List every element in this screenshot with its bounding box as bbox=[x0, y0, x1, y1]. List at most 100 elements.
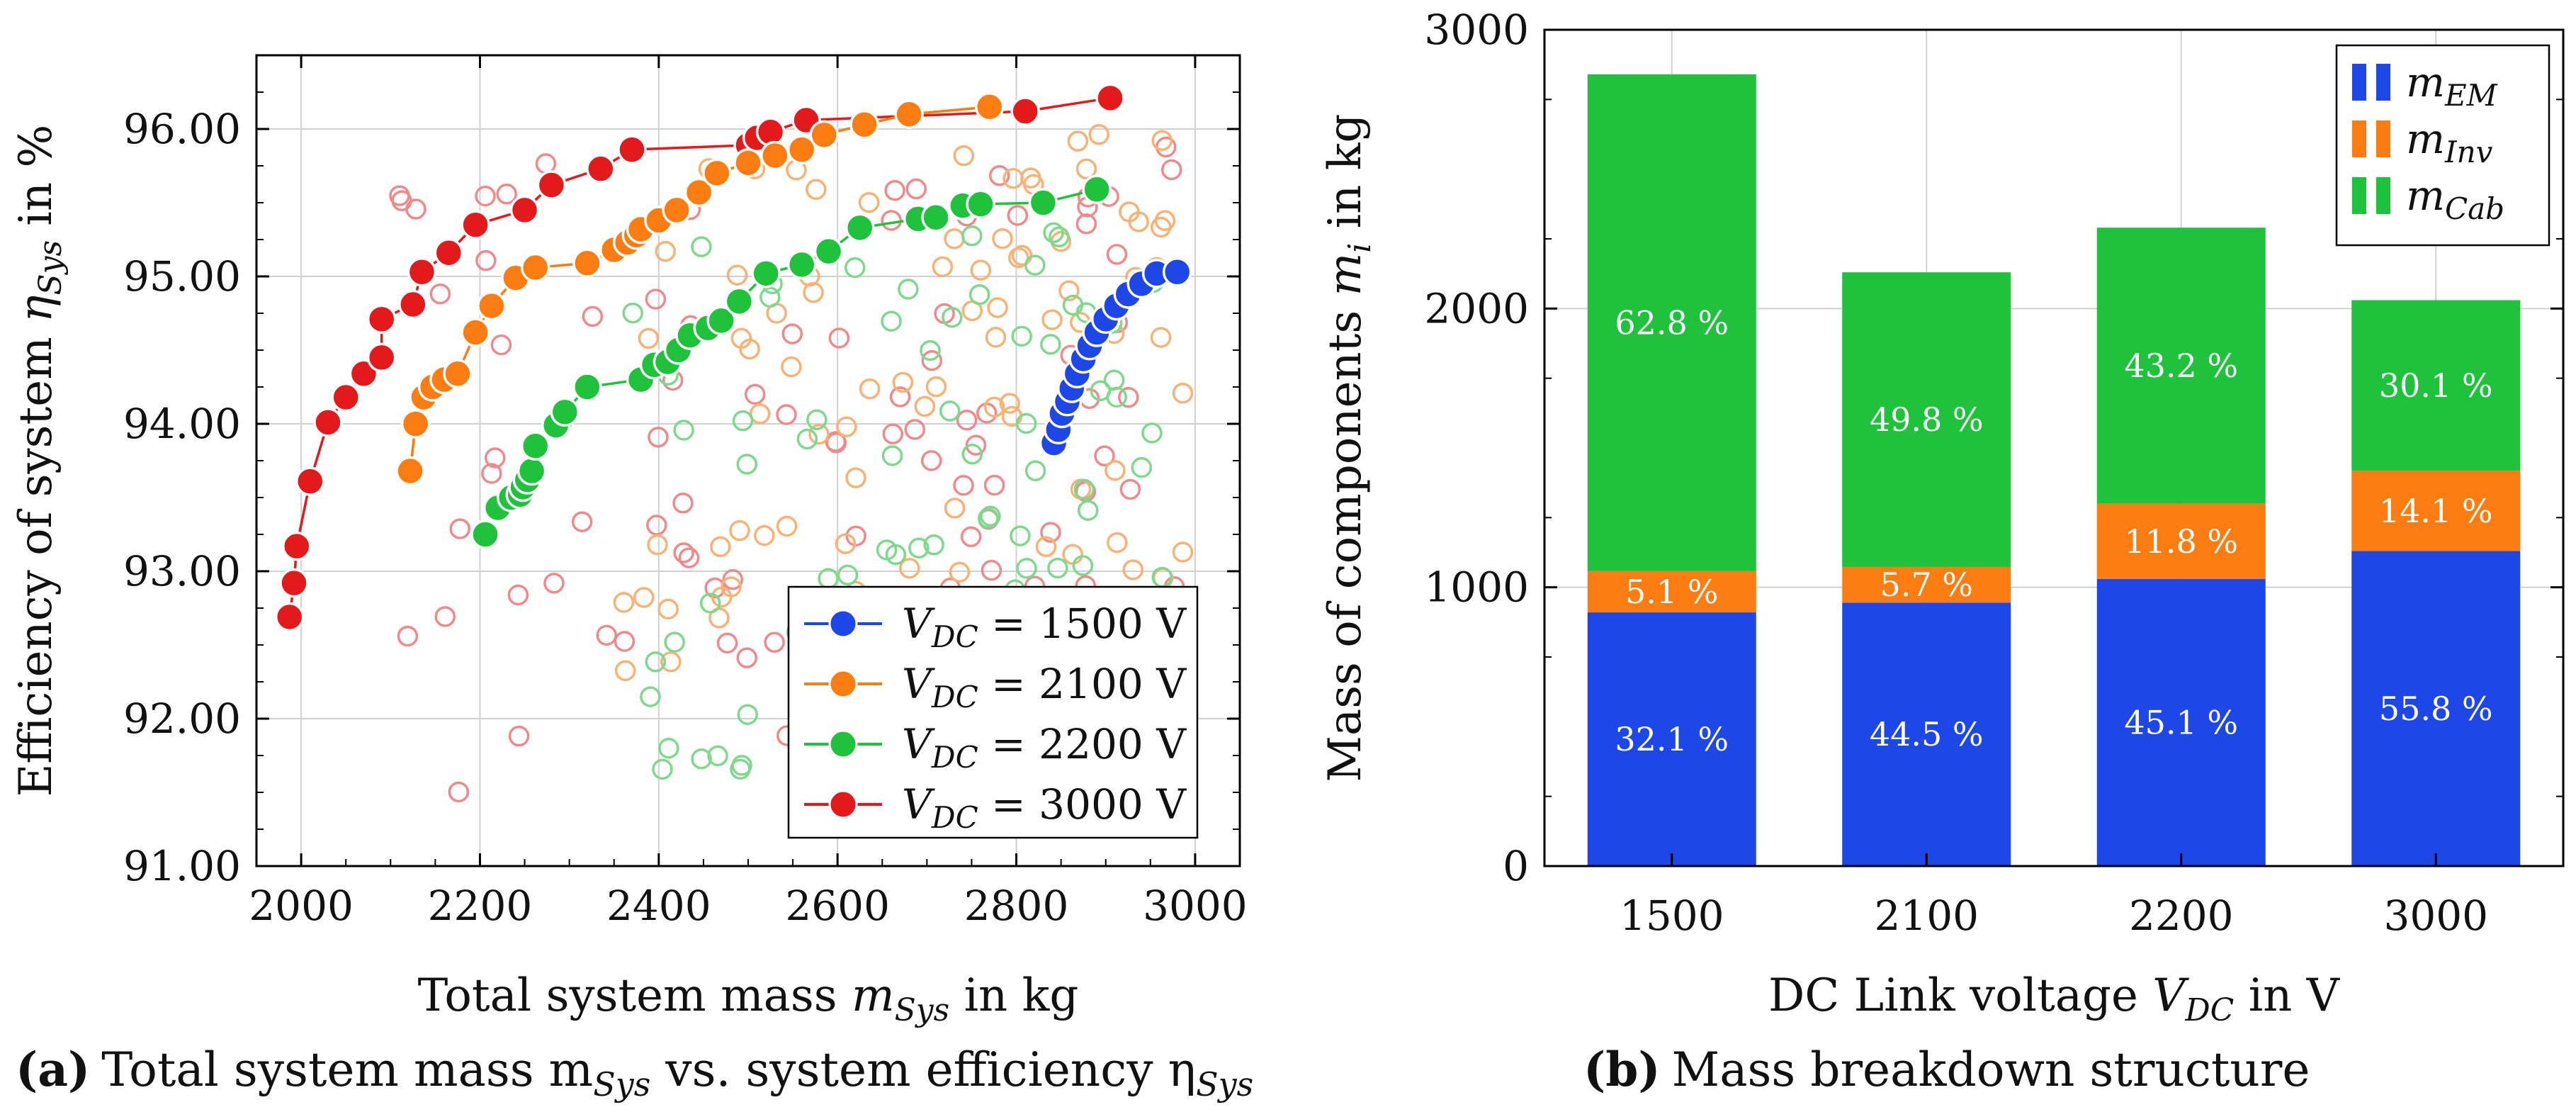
background-design-point bbox=[571, 511, 593, 532]
bar-segment-v1500 bbox=[2351, 551, 2521, 866]
background-design-point bbox=[999, 393, 1020, 414]
background-design-point bbox=[722, 569, 744, 590]
data-point-v3000 bbox=[509, 195, 540, 225]
data-point-v2100 bbox=[894, 99, 924, 129]
background-design-point bbox=[658, 737, 679, 759]
data-point-v2100 bbox=[684, 177, 714, 208]
background-design-point bbox=[672, 493, 694, 514]
data-point-v3000 bbox=[331, 382, 361, 412]
background-design-point bbox=[652, 758, 673, 780]
background-design-point bbox=[640, 686, 661, 707]
background-design-point bbox=[434, 606, 456, 627]
bar-stack-2100: 44.5 % 5.7 % 49.8 % bbox=[1842, 272, 2011, 866]
bar-data-label: 5.7 % bbox=[1880, 566, 1974, 604]
data-point-v2200 bbox=[813, 236, 844, 266]
data-point-v2100 bbox=[572, 248, 602, 279]
legend-swatch bbox=[2352, 64, 2366, 101]
background-design-point bbox=[983, 474, 1005, 496]
background-design-point bbox=[1073, 478, 1095, 500]
background-design-point bbox=[1151, 130, 1173, 151]
background-design-point bbox=[923, 534, 944, 556]
series-v3000 bbox=[274, 83, 1125, 632]
background-design-point bbox=[796, 428, 818, 450]
data-point-v3000 bbox=[461, 210, 490, 240]
background-design-point bbox=[920, 450, 942, 471]
bar-data-label: 43.2 % bbox=[2124, 347, 2238, 385]
data-point-v2200 bbox=[921, 203, 951, 232]
background-design-point bbox=[1154, 210, 1176, 232]
legend-label: VDC = 1500 V bbox=[902, 600, 1187, 654]
legend-swatch bbox=[2376, 177, 2390, 214]
background-design-point bbox=[657, 598, 679, 620]
x-tick-label: 2600 bbox=[785, 882, 890, 930]
background-design-point bbox=[1119, 201, 1140, 223]
background-design-point bbox=[825, 432, 847, 454]
background-design-point bbox=[932, 256, 954, 278]
background-design-point bbox=[475, 249, 497, 271]
background-design-point bbox=[914, 395, 936, 417]
background-design-point bbox=[1088, 124, 1109, 145]
background-design-point bbox=[596, 624, 617, 646]
caption-a: (a) Total system mass mSys vs. system eff… bbox=[16, 1042, 1253, 1103]
legend-swatch bbox=[2376, 64, 2390, 101]
legend-box bbox=[2335, 44, 2550, 247]
background-design-point bbox=[1011, 325, 1032, 347]
background-design-point bbox=[898, 279, 919, 300]
background-design-point bbox=[1075, 158, 1097, 180]
background-design-point bbox=[884, 179, 905, 201]
legend-label: VDC = 2100 V bbox=[902, 660, 1187, 714]
x-tick-label: 2000 bbox=[249, 882, 354, 930]
background-design-point bbox=[646, 515, 667, 536]
background-design-point bbox=[1150, 216, 1172, 238]
background-design-point bbox=[1119, 478, 1141, 500]
background-design-point bbox=[1141, 422, 1163, 444]
background-design-point bbox=[1118, 386, 1139, 408]
background-design-point bbox=[1094, 445, 1115, 467]
data-point-v3000 bbox=[279, 568, 309, 598]
data-point-v3000 bbox=[586, 154, 616, 184]
data-point-v3000 bbox=[536, 170, 567, 200]
background-design-point bbox=[535, 153, 557, 174]
background-design-point bbox=[739, 338, 760, 360]
background-design-point bbox=[1172, 541, 1194, 563]
background-design-point bbox=[1062, 294, 1084, 316]
bar-data-label: 30.1 % bbox=[2379, 366, 2493, 405]
background-design-point bbox=[1160, 159, 1182, 181]
bar-segment-v2100 bbox=[1842, 566, 2011, 603]
background-design-point bbox=[1106, 244, 1128, 265]
background-design-point bbox=[1106, 386, 1127, 408]
background-design-point bbox=[956, 410, 978, 431]
background-design-point bbox=[655, 240, 676, 262]
background-design-point bbox=[1024, 460, 1046, 482]
background-design-point bbox=[889, 386, 911, 408]
background-design-point bbox=[1016, 558, 1037, 579]
y-tick-label: 91.00 bbox=[123, 842, 241, 890]
background-design-point bbox=[645, 288, 667, 310]
data-point-v3000 bbox=[282, 531, 312, 561]
y-tick-label: 1000 bbox=[1424, 563, 1529, 612]
data-point-v2200 bbox=[706, 305, 736, 336]
legend-label: VDC = 2200 V bbox=[902, 720, 1187, 775]
background-design-point bbox=[981, 559, 1002, 581]
data-point-v3000 bbox=[366, 304, 397, 335]
y-tick-label: 94.00 bbox=[123, 400, 241, 448]
x-tick-label: 2200 bbox=[428, 882, 533, 930]
background-design-point bbox=[484, 447, 506, 468]
background-design-point bbox=[1105, 460, 1126, 481]
background-design-point bbox=[754, 524, 775, 546]
background-design-point bbox=[749, 403, 771, 425]
background-design-point bbox=[1010, 525, 1031, 546]
background-design-point bbox=[944, 228, 965, 249]
background-design-point bbox=[882, 423, 904, 445]
background-design-point bbox=[776, 404, 797, 425]
background-design-point bbox=[664, 631, 685, 653]
background-design-point bbox=[622, 302, 643, 324]
data-point-v3000 bbox=[407, 257, 437, 287]
bar-data-label: 62.8 % bbox=[1615, 303, 1729, 342]
background-design-point bbox=[1047, 557, 1068, 579]
background-design-point bbox=[648, 427, 669, 448]
background-design-point bbox=[1007, 205, 1029, 226]
series-v2200 bbox=[470, 174, 1112, 549]
background-design-point bbox=[953, 145, 975, 167]
background-design-point bbox=[707, 745, 728, 767]
